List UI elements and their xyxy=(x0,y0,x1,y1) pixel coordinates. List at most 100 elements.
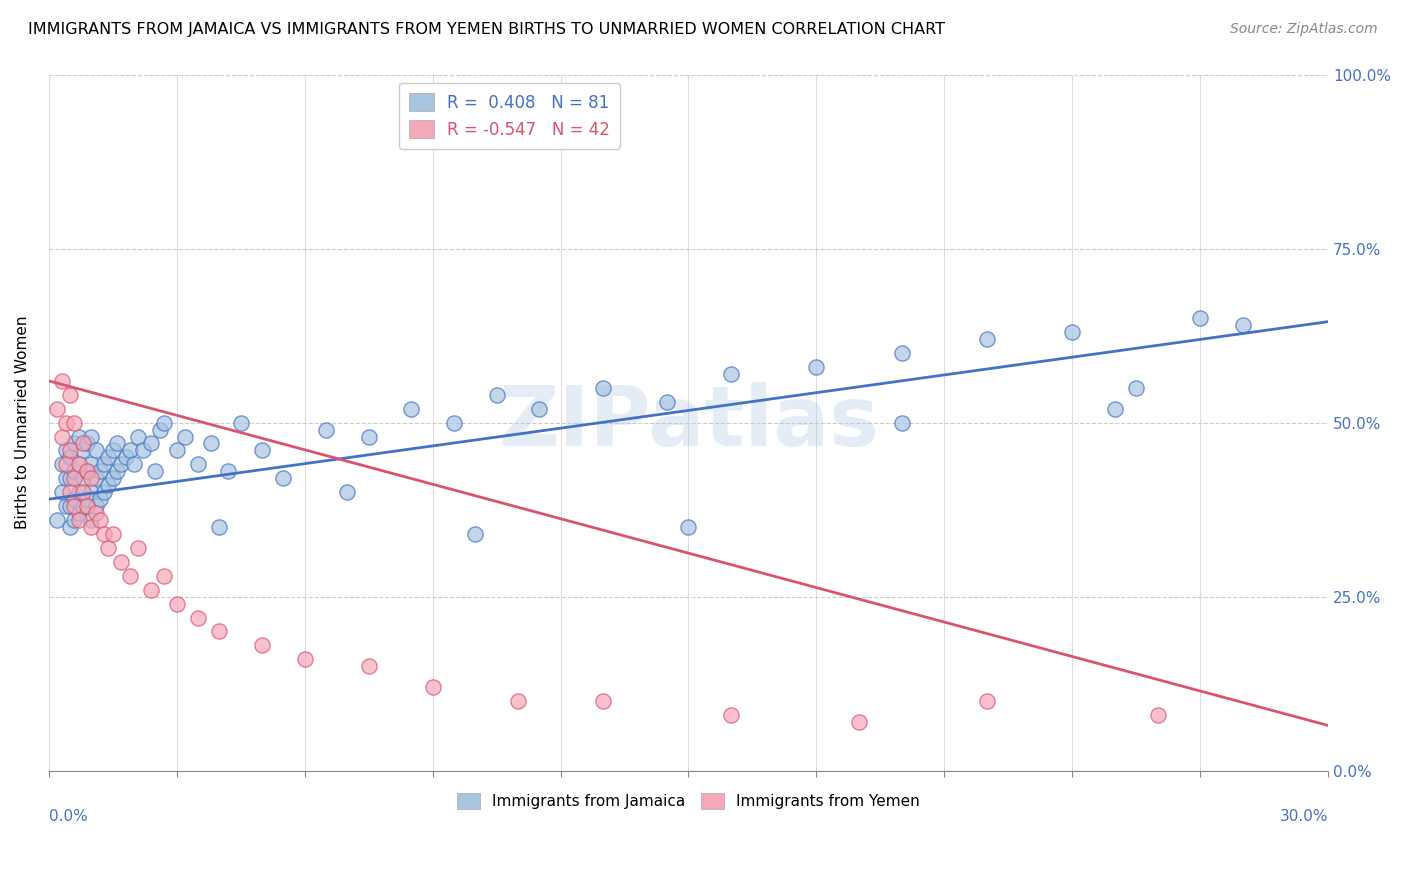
Point xyxy=(76,464,98,478)
Text: 30.0%: 30.0% xyxy=(1279,809,1329,824)
Point xyxy=(101,471,124,485)
Point xyxy=(76,499,98,513)
Point xyxy=(67,429,90,443)
Point xyxy=(114,450,136,465)
Point xyxy=(55,499,77,513)
Point xyxy=(105,464,128,478)
Point xyxy=(59,499,82,513)
Point xyxy=(76,492,98,507)
Point xyxy=(127,541,149,555)
Point xyxy=(63,492,86,507)
Point xyxy=(51,458,73,472)
Point xyxy=(118,443,141,458)
Point xyxy=(72,443,94,458)
Point xyxy=(315,423,337,437)
Point xyxy=(506,694,529,708)
Point xyxy=(59,443,82,458)
Point xyxy=(485,388,508,402)
Point xyxy=(720,708,742,723)
Point xyxy=(84,443,107,458)
Point xyxy=(97,541,120,555)
Point xyxy=(72,436,94,450)
Point xyxy=(67,485,90,500)
Text: IMMIGRANTS FROM JAMAICA VS IMMIGRANTS FROM YEMEN BIRTHS TO UNMARRIED WOMEN CORRE: IMMIGRANTS FROM JAMAICA VS IMMIGRANTS FR… xyxy=(28,22,945,37)
Point xyxy=(153,416,176,430)
Point xyxy=(357,429,380,443)
Point xyxy=(110,458,132,472)
Point xyxy=(93,458,115,472)
Point xyxy=(76,464,98,478)
Point xyxy=(59,450,82,465)
Point xyxy=(80,520,103,534)
Point xyxy=(592,381,614,395)
Point xyxy=(80,471,103,485)
Point xyxy=(127,429,149,443)
Point xyxy=(250,443,273,458)
Point xyxy=(84,499,107,513)
Point xyxy=(443,416,465,430)
Point xyxy=(110,555,132,569)
Point xyxy=(890,346,912,360)
Point xyxy=(80,485,103,500)
Point xyxy=(655,394,678,409)
Point xyxy=(131,443,153,458)
Point xyxy=(63,471,86,485)
Point xyxy=(294,652,316,666)
Point xyxy=(149,423,172,437)
Y-axis label: Births to Unmarried Women: Births to Unmarried Women xyxy=(15,316,30,529)
Point xyxy=(357,659,380,673)
Point xyxy=(51,485,73,500)
Point xyxy=(89,464,111,478)
Point xyxy=(63,416,86,430)
Point xyxy=(105,436,128,450)
Point xyxy=(101,527,124,541)
Point xyxy=(250,639,273,653)
Point xyxy=(976,694,998,708)
Point xyxy=(187,458,209,472)
Point xyxy=(72,499,94,513)
Point xyxy=(72,471,94,485)
Point xyxy=(67,513,90,527)
Point xyxy=(592,694,614,708)
Point xyxy=(101,443,124,458)
Point xyxy=(93,485,115,500)
Point xyxy=(336,485,359,500)
Point xyxy=(118,568,141,582)
Point xyxy=(63,499,86,513)
Point xyxy=(55,471,77,485)
Point xyxy=(527,401,550,416)
Point xyxy=(1104,401,1126,416)
Point xyxy=(97,450,120,465)
Point xyxy=(1232,318,1254,333)
Point xyxy=(890,416,912,430)
Point xyxy=(166,597,188,611)
Point xyxy=(80,513,103,527)
Text: Source: ZipAtlas.com: Source: ZipAtlas.com xyxy=(1230,22,1378,37)
Point xyxy=(271,471,294,485)
Point xyxy=(89,513,111,527)
Point xyxy=(200,436,222,450)
Point xyxy=(976,332,998,346)
Point xyxy=(59,388,82,402)
Point xyxy=(80,429,103,443)
Point xyxy=(806,359,828,374)
Point xyxy=(51,429,73,443)
Point xyxy=(67,506,90,520)
Point xyxy=(97,478,120,492)
Point xyxy=(1062,325,1084,339)
Point xyxy=(89,492,111,507)
Point xyxy=(720,367,742,381)
Point xyxy=(55,443,77,458)
Text: ZIPatlas: ZIPatlas xyxy=(498,382,879,463)
Point xyxy=(63,464,86,478)
Point xyxy=(59,520,82,534)
Point xyxy=(80,458,103,472)
Point xyxy=(139,436,162,450)
Point xyxy=(67,458,90,472)
Point xyxy=(46,513,69,527)
Point xyxy=(63,436,86,450)
Point xyxy=(399,401,422,416)
Point xyxy=(848,714,870,729)
Point xyxy=(63,513,86,527)
Point xyxy=(208,520,231,534)
